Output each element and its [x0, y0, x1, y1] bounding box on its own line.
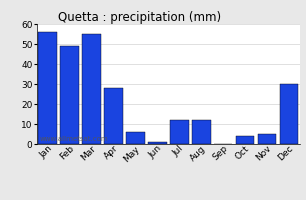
Bar [170, 120, 188, 144]
Bar [104, 88, 123, 144]
Bar [280, 84, 298, 144]
Text: www.allmetsat.com: www.allmetsat.com [39, 136, 108, 142]
Bar [258, 134, 276, 144]
Bar [236, 136, 254, 144]
Bar [126, 132, 145, 144]
Bar [82, 34, 101, 144]
Bar [38, 32, 57, 144]
Bar [192, 120, 211, 144]
Bar [148, 142, 167, 144]
Text: Quetta : precipitation (mm): Quetta : precipitation (mm) [58, 11, 221, 24]
Bar [60, 46, 79, 144]
